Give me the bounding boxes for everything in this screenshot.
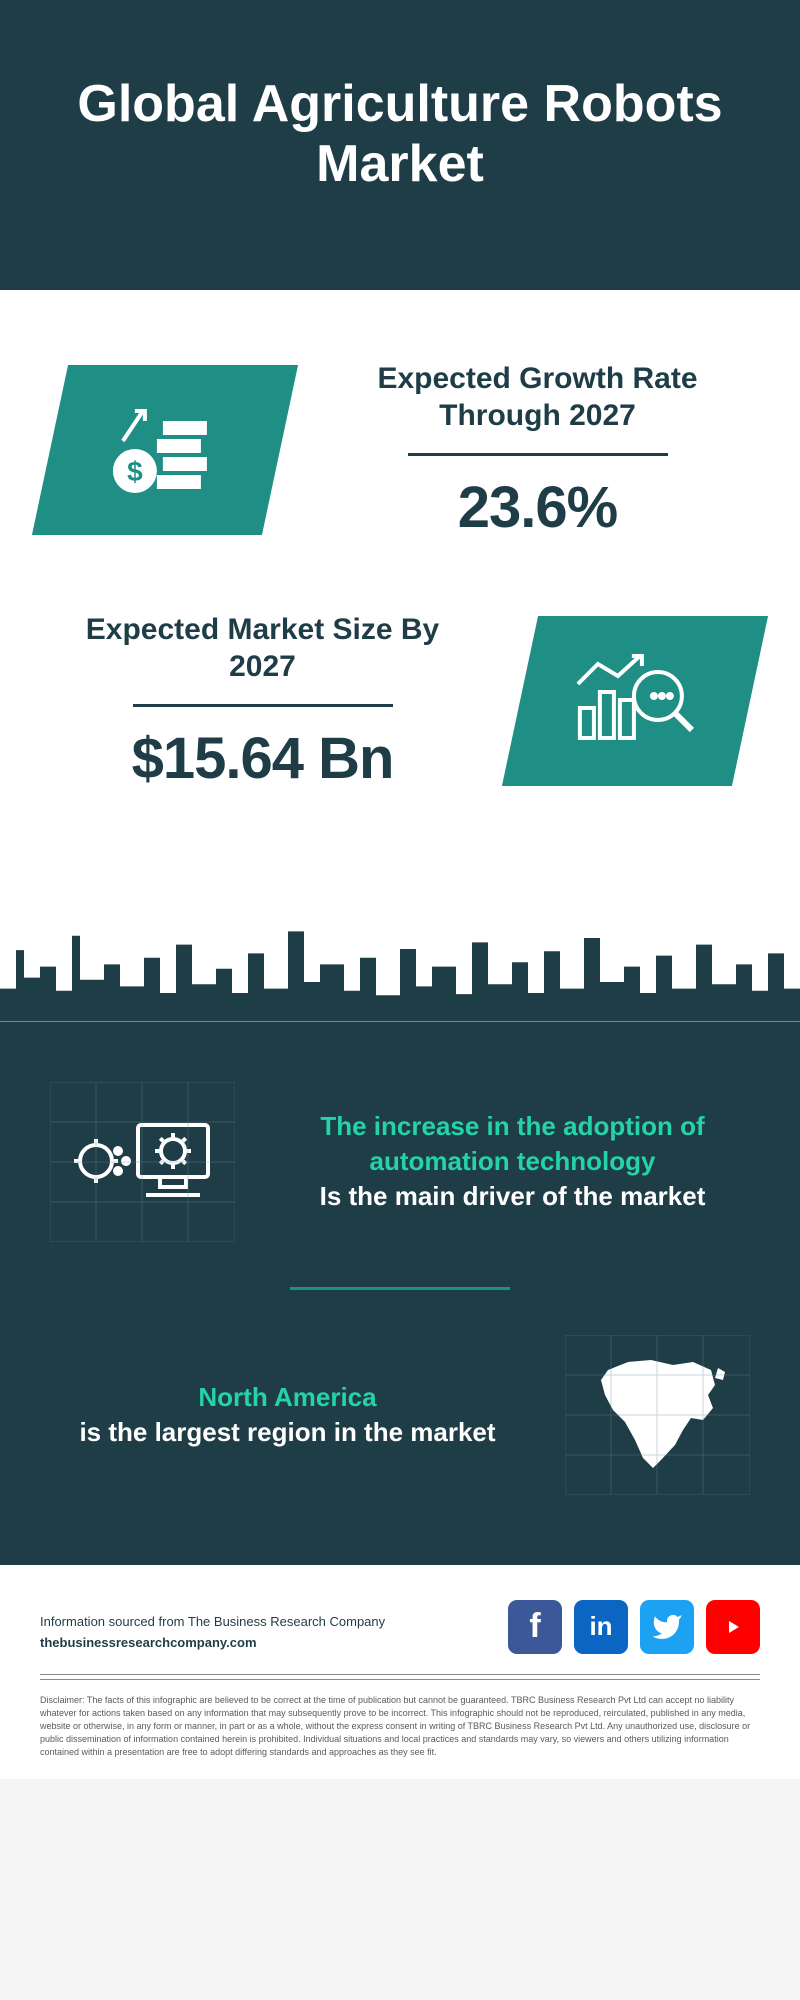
stat-growth-rate: $ Expected Growth Rate Through 2027 23.6… bbox=[50, 360, 750, 541]
stat-value: $15.64 Bn bbox=[50, 725, 475, 792]
grid-bg-icon bbox=[565, 1335, 750, 1495]
driver-automation: The increase in the adoption of automati… bbox=[50, 1082, 750, 1242]
facebook-icon[interactable]: f bbox=[508, 1600, 562, 1654]
page-title: Global Agriculture Robots Market bbox=[40, 75, 760, 195]
stat-market-size: Expected Market Size By 2027 $15.64 Bn bbox=[50, 611, 750, 792]
driver-rest: Is the main driver of the market bbox=[320, 1181, 706, 1211]
source-site: thebusinessresearchcompany.com bbox=[40, 1635, 257, 1650]
stat-text: Expected Market Size By 2027 $15.64 Bn bbox=[50, 611, 475, 792]
driver-highlight: The increase in the adoption of automati… bbox=[320, 1111, 704, 1176]
driver-region: North America is the largest region in t… bbox=[50, 1335, 750, 1495]
divider bbox=[408, 453, 668, 456]
money-growth-icon: $ bbox=[105, 393, 225, 503]
source-text: Information sourced from The Business Re… bbox=[40, 1612, 385, 1654]
driver-icon-tile bbox=[565, 1335, 750, 1495]
divider bbox=[133, 704, 393, 707]
footer: Information sourced from The Business Re… bbox=[0, 1565, 800, 1779]
linkedin-icon[interactable]: in bbox=[574, 1600, 628, 1654]
sourced-label: Information sourced from The Business Re… bbox=[40, 1614, 385, 1629]
disclaimer-text: Disclaimer: The facts of this infographi… bbox=[40, 1679, 760, 1759]
driver-rest: is the largest region in the market bbox=[79, 1417, 495, 1447]
driver-highlight: North America bbox=[198, 1382, 376, 1412]
stat-value: 23.6% bbox=[325, 474, 750, 541]
analytics-icon bbox=[570, 644, 700, 754]
grid-bg-icon bbox=[50, 1082, 235, 1242]
driver-text: The increase in the adoption of automati… bbox=[275, 1109, 750, 1214]
divider bbox=[290, 1287, 510, 1290]
footer-row: Information sourced from The Business Re… bbox=[40, 1600, 760, 1675]
stat-text: Expected Growth Rate Through 2027 23.6% bbox=[325, 360, 750, 541]
stat-icon-tile bbox=[502, 616, 768, 786]
infographic-page: Global Agriculture Robots Market $ bbox=[0, 0, 800, 1779]
stat-icon-tile: $ bbox=[32, 365, 298, 535]
svg-text:$: $ bbox=[127, 456, 143, 487]
twitter-icon[interactable] bbox=[640, 1600, 694, 1654]
stat-label: Expected Market Size By 2027 bbox=[50, 611, 475, 686]
social-icons: f in bbox=[508, 1600, 760, 1654]
stats-section: $ Expected Growth Rate Through 2027 23.6… bbox=[0, 290, 800, 912]
youtube-icon[interactable] bbox=[706, 1600, 760, 1654]
header-banner: Global Agriculture Robots Market bbox=[0, 0, 800, 290]
drivers-section: The increase in the adoption of automati… bbox=[0, 1022, 800, 1565]
stat-label: Expected Growth Rate Through 2027 bbox=[325, 360, 750, 435]
driver-text: North America is the largest region in t… bbox=[50, 1380, 525, 1450]
driver-icon-tile bbox=[50, 1082, 235, 1242]
skyline-divider bbox=[0, 912, 800, 1022]
